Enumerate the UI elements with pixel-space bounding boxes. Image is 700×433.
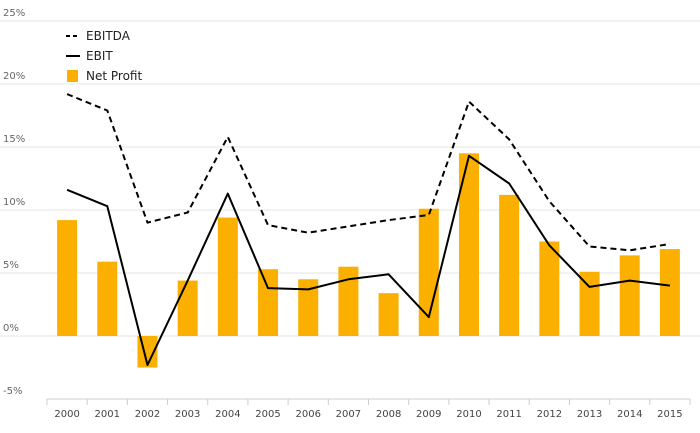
legend-swatch-net-profit [67,70,78,82]
y-tick-label: 20% [3,71,25,82]
x-tick-label: 2007 [336,409,361,420]
y-tick-label: -5% [3,386,22,397]
line-series [66,93,671,366]
x-tick-label: 2002 [135,409,160,420]
x-tick-label: 2012 [537,409,562,420]
x-tick-label: 2011 [496,409,521,420]
net-profit-bar [418,208,439,336]
ebit-line [66,154,671,366]
net-profit-bar [499,194,520,336]
x-tick-label: 2001 [95,409,120,420]
net-profit-bar [539,241,560,336]
net-profit-bar [338,266,359,336]
net-profit-bar [378,293,399,336]
x-axis: 2000 2001 2002 2003 2004 2005 2006 2007 2008 2009… [46,398,691,420]
x-tick-label: 2000 [54,409,79,420]
x-tick-label: 2004 [215,409,240,420]
x-tick-label: 2014 [617,409,642,420]
net-profit-bar [619,255,640,336]
net-profit-bar [97,261,118,336]
x-tick-label: 2010 [456,409,481,420]
y-axis: -5% 0% 5% 10% 15% 20% 25% [3,8,25,397]
x-tick-label: 2015 [657,409,682,420]
x-tick-label: 2009 [416,409,441,420]
y-tick-label: 10% [3,197,25,208]
net-profit-bar [458,153,479,336]
y-tick-label: 5% [3,260,19,271]
ebitda-line [66,93,671,252]
net-profit-bar [659,249,680,336]
net-profit-bar [177,280,198,336]
y-tick-label: 15% [3,134,25,145]
legend-label-ebitda: EBITDA [86,29,131,43]
net-profit-bars [57,153,680,368]
net-profit-bar [298,279,319,336]
net-profit-bar [579,271,600,336]
legend-label-net-profit: Net Profit [86,69,142,83]
x-tick-label: 2008 [376,409,401,420]
x-tick-label: 2006 [295,409,320,420]
net-profit-bar [217,217,238,336]
legend-label-ebit: EBIT [86,49,113,63]
y-tick-label: 25% [3,8,25,19]
net-profit-bar [57,220,78,336]
net-profit-bar [258,269,279,336]
x-tick-label: 2003 [175,409,200,420]
x-tick-label: 2005 [255,409,280,420]
x-tick-label: 2013 [577,409,602,420]
legend: EBITDA EBIT Net Profit [66,29,142,83]
y-tick-label: 0% [3,323,19,334]
